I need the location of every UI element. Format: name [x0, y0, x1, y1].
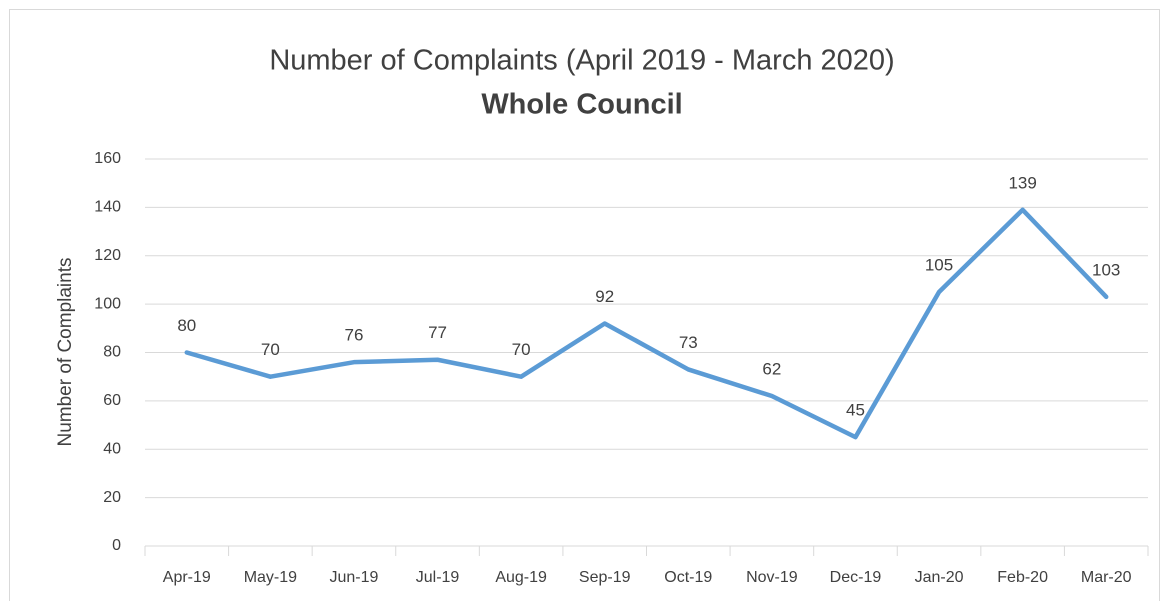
data-label: 80	[177, 316, 196, 335]
data-label: 103	[1092, 260, 1120, 279]
y-tick-label: 0	[112, 537, 121, 554]
data-label: 105	[925, 256, 953, 275]
data-label: 77	[428, 323, 447, 342]
y-tick-label: 100	[94, 295, 121, 312]
y-tick-label: 120	[94, 247, 121, 264]
y-tick-label: 40	[103, 440, 121, 457]
chart-title: Number of Complaints (April 2019 - March…	[269, 45, 894, 77]
x-tick-label: Sep-19	[579, 569, 631, 586]
x-tick-label: Mar-20	[1081, 569, 1132, 586]
data-label: 139	[1008, 173, 1036, 192]
chart-subtitle: Whole Council	[481, 89, 682, 121]
x-tick-label: Jun-19	[329, 569, 378, 586]
y-tick-label: 20	[103, 489, 121, 506]
x-tick-label: Apr-19	[163, 569, 211, 586]
data-label: 92	[595, 287, 614, 306]
y-axis-label: Number of Complaints	[55, 257, 76, 446]
y-tick-label: 160	[94, 150, 121, 167]
y-tick-label: 140	[94, 199, 121, 216]
data-label: 62	[762, 360, 781, 379]
y-tick-label: 60	[103, 392, 121, 409]
x-tick-label: May-19	[244, 569, 297, 586]
x-tick-label: Dec-19	[830, 569, 882, 586]
x-tick-label: Feb-20	[997, 569, 1048, 586]
x-tick-label: Aug-19	[495, 569, 547, 586]
data-label: 70	[261, 340, 280, 359]
chart-border	[9, 9, 1160, 601]
data-label: 73	[679, 333, 698, 352]
y-tick-label: 80	[103, 344, 121, 361]
data-label: 70	[512, 340, 531, 359]
data-line	[184, 207, 1109, 440]
x-tick-label: Nov-19	[746, 569, 798, 586]
x-tick-label: Jan-20	[915, 569, 964, 586]
data-label: 76	[344, 326, 363, 345]
data-label: 45	[846, 401, 865, 420]
x-tick-label: Jul-19	[416, 569, 460, 586]
x-tick-label: Oct-19	[664, 569, 712, 586]
